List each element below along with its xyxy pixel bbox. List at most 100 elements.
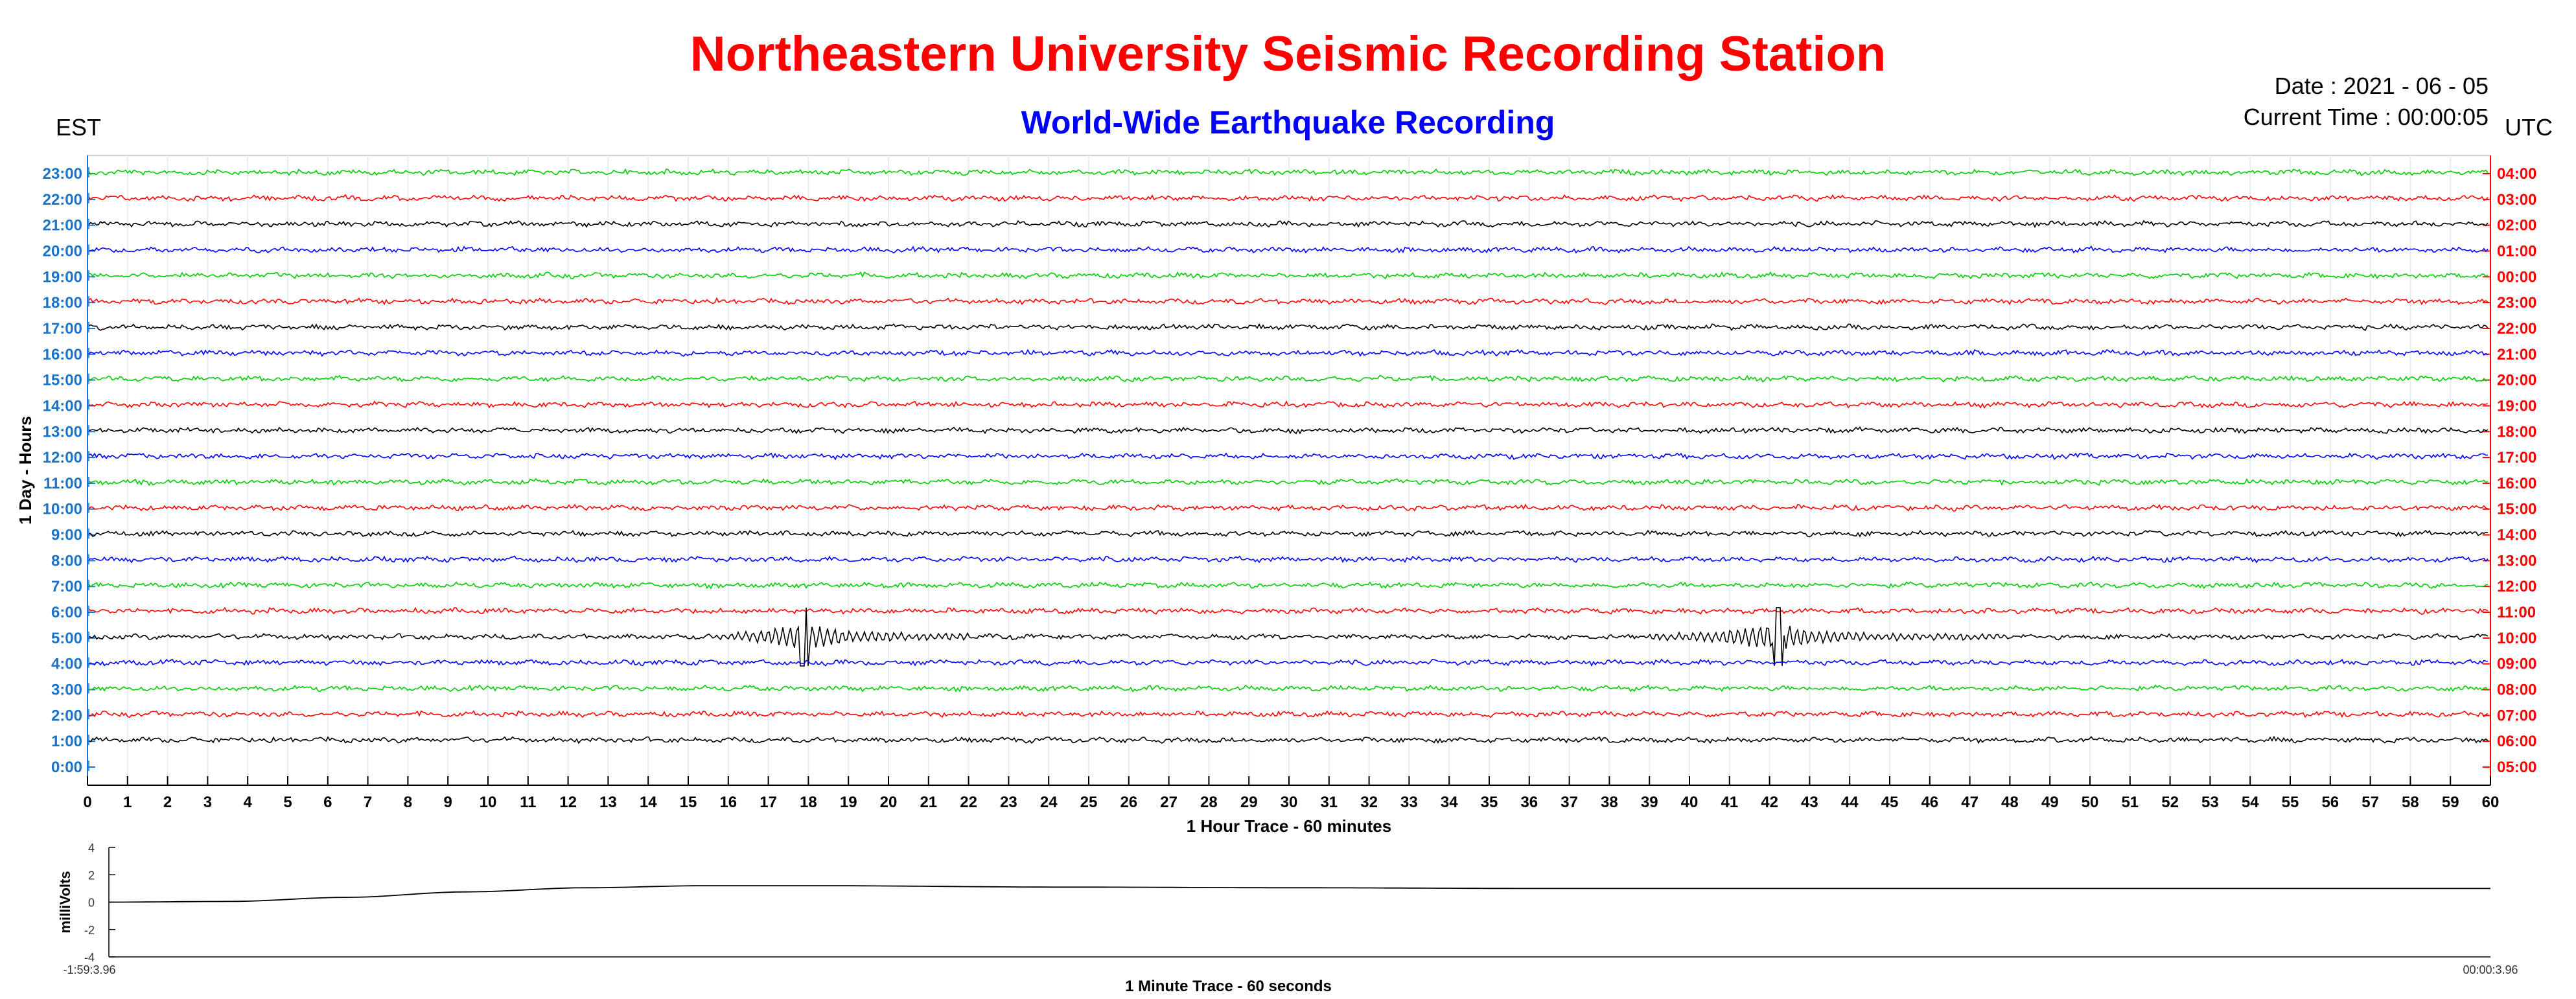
trace-22-00 [88, 194, 2489, 202]
right-tick-label-15: 13:00 [2497, 552, 2536, 569]
x-tick-label-33: 33 [1400, 794, 1418, 811]
left-tick-label-10: 13:00 [43, 423, 82, 441]
mini-y-tick-label-0: 0 [88, 897, 95, 910]
x-tick-label-2: 2 [163, 794, 172, 811]
x-tick-label-52: 52 [2161, 794, 2179, 811]
trace-17-00 [88, 323, 2489, 332]
trace-12-00 [88, 452, 2489, 461]
right-tick-label-13: 15:00 [2497, 501, 2536, 518]
trace-10-00 [88, 503, 2489, 512]
x-tick-label-54: 54 [2242, 794, 2259, 811]
x-tick-label-51: 51 [2121, 794, 2139, 811]
right-tick-label-19: 09:00 [2497, 656, 2536, 673]
x-tick-label-41: 41 [1721, 794, 1738, 811]
right-tick-label-20: 08:00 [2497, 682, 2536, 699]
trace-11-00 [88, 477, 2489, 487]
x-tick-label-58: 58 [2402, 794, 2419, 811]
x-tick-label-47: 47 [1961, 794, 1978, 811]
x-tick-label-9: 9 [444, 794, 452, 811]
right-tick-label-9: 19:00 [2497, 397, 2536, 415]
right-tick-label-1: 03:00 [2497, 191, 2536, 209]
trace-6-00 [88, 606, 2489, 615]
left-tick-label-6: 17:00 [43, 320, 82, 338]
left-tick-label-5: 18:00 [43, 294, 82, 312]
trace-19-00 [88, 271, 2489, 280]
trace-23-00 [88, 168, 2489, 177]
right-tick-label-7: 21:00 [2497, 346, 2536, 363]
right-tick-label-2: 02:00 [2497, 217, 2536, 235]
x-tick-label-48: 48 [2001, 794, 2019, 811]
x-tick-label-46: 46 [1921, 794, 1938, 811]
x-tick-label-20: 20 [880, 794, 898, 811]
x-tick-label-44: 44 [1841, 794, 1859, 811]
x-tick-label-5: 5 [283, 794, 292, 811]
trace-5-00 [88, 607, 2489, 667]
right-tick-label-17: 11:00 [2497, 604, 2536, 621]
x-tick-label-18: 18 [800, 794, 817, 811]
trace-13-00 [88, 426, 2489, 435]
trace-7-00 [88, 581, 2489, 590]
right-tick-label-14: 14:00 [2497, 527, 2536, 544]
date-label: Date : 2021 - 06 - 05 [2274, 73, 2489, 99]
x-tick-label-15: 15 [680, 794, 697, 811]
left-tick-label-22: 1:00 [51, 733, 82, 750]
x-tick-label-10: 10 [480, 794, 497, 811]
right-tick-label-23: 05:00 [2497, 759, 2536, 776]
left-tick-label-13: 10:00 [43, 501, 82, 518]
x-tick-label-57: 57 [2361, 794, 2379, 811]
x-tick-label-21: 21 [920, 794, 937, 811]
right-tick-label-3: 01:00 [2497, 242, 2536, 260]
x-tick-label-34: 34 [1441, 794, 1458, 811]
trace-21-00 [88, 220, 2489, 229]
x-tick-label-38: 38 [1601, 794, 1618, 811]
right-tick-label-4: 00:00 [2497, 268, 2536, 286]
x-tick-label-24: 24 [1040, 794, 1058, 811]
right-tick-label-11: 17:00 [2497, 449, 2536, 466]
x-tick-label-6: 6 [323, 794, 332, 811]
right-timezone-label: UTC [2505, 114, 2553, 141]
right-tick-label-16: 12:00 [2497, 578, 2536, 595]
x-tick-label-56: 56 [2321, 794, 2339, 811]
left-tick-label-8: 15:00 [43, 372, 82, 389]
trace-16-00 [88, 349, 2489, 358]
hour-trace-plot: 0 1 2 3 4 5 6 7 8 9 10 11 12 13 14 15 16 17 18 19 20 21 22 23 24… [16, 155, 2536, 836]
left-tick-label-19: 4:00 [51, 656, 82, 673]
page-title: Northeastern University Seismic Recordin… [690, 27, 1886, 82]
left-tick-label-18: 5:00 [51, 630, 82, 647]
right-tick-label-6: 22:00 [2497, 320, 2536, 338]
trace-2-00 [88, 710, 2489, 718]
x-tick-label-32: 32 [1360, 794, 1378, 811]
x-tick-label-45: 45 [1881, 794, 1899, 811]
x-tick-label-53: 53 [2201, 794, 2219, 811]
x-tick-label-12: 12 [559, 794, 577, 811]
x-tick-label-4: 4 [244, 794, 253, 811]
left-tick-label-17: 6:00 [51, 604, 82, 621]
left-tick-label-7: 16:00 [43, 346, 82, 363]
right-tick-label-5: 23:00 [2497, 294, 2536, 312]
x-tick-label-35: 35 [1481, 794, 1498, 811]
x-tick-label-26: 26 [1120, 794, 1137, 811]
trace-9-00 [88, 529, 2489, 538]
right-tick-label-12: 16:00 [2497, 475, 2536, 492]
x-tick-label-1: 1 [123, 794, 132, 811]
trace-14-00 [88, 400, 2489, 409]
x-tick-label-49: 49 [2041, 794, 2059, 811]
x-tick-label-60: 60 [2482, 794, 2500, 811]
left-tick-label-21: 2:00 [51, 707, 82, 724]
left-tick-label-12: 11:00 [43, 475, 82, 492]
x-tick-label-55: 55 [2282, 794, 2299, 811]
left-tick-label-16: 7:00 [51, 578, 82, 595]
x-tick-label-23: 23 [1000, 794, 1017, 811]
left-tick-label-4: 19:00 [43, 268, 82, 286]
x-tick-label-28: 28 [1200, 794, 1218, 811]
trace-8-00 [88, 555, 2489, 564]
y-axis-label: 1 Day - Hours [16, 416, 35, 525]
mini-x-start-label: -1:59:3.96 [63, 963, 115, 976]
x-tick-label-27: 27 [1160, 794, 1178, 811]
left-tick-label-15: 8:00 [51, 552, 82, 569]
x-tick-label-39: 39 [1641, 794, 1658, 811]
x-tick-label-36: 36 [1520, 794, 1538, 811]
right-tick-label-22: 06:00 [2497, 733, 2536, 750]
current-time-label: Current Time : 00:00:05 [2243, 104, 2489, 130]
